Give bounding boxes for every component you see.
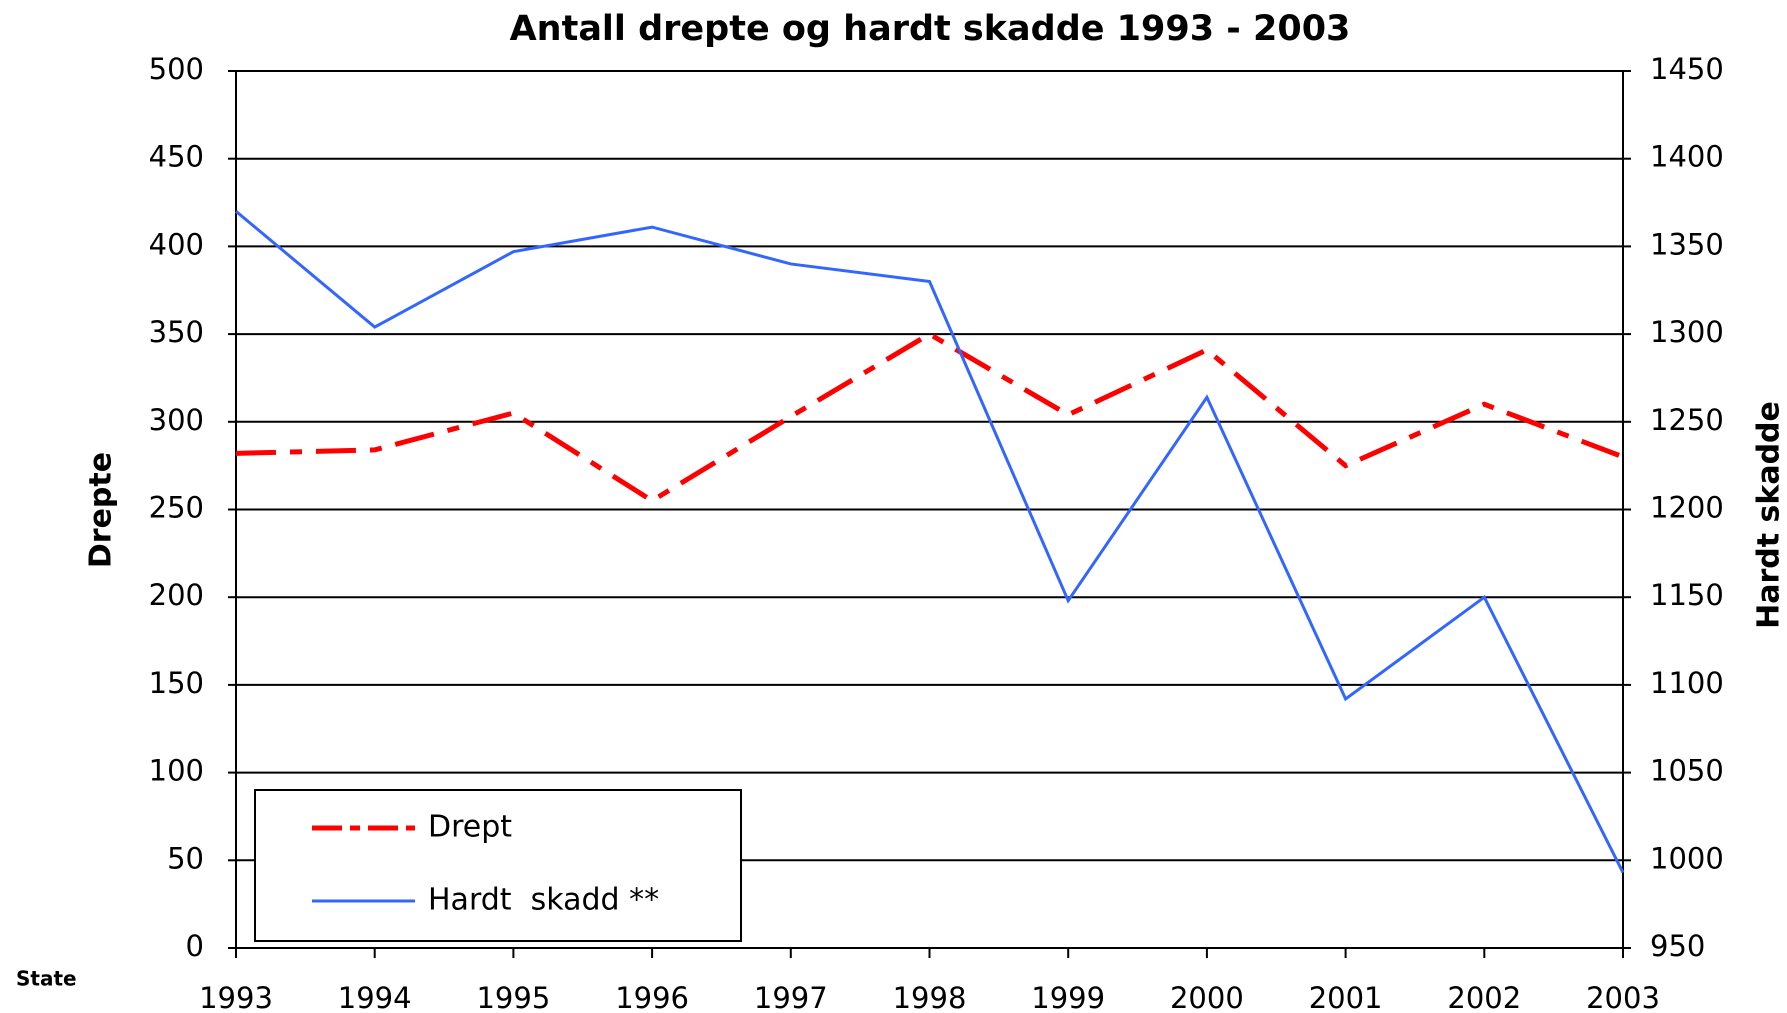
y2-tick-label: 1350 xyxy=(1650,227,1724,261)
y-tick-label: 100 xyxy=(149,754,204,788)
y-tick-label: 300 xyxy=(149,403,204,437)
y2-tick-label: 1400 xyxy=(1650,140,1724,174)
y-tick-label: 500 xyxy=(149,52,204,86)
y2-axis-label: Hardt skadde xyxy=(1752,401,1787,629)
x-tick-label: 1995 xyxy=(476,981,550,1013)
y2-tick-label: 1300 xyxy=(1650,315,1724,349)
y2-tick-label: 1200 xyxy=(1650,491,1724,525)
series-line xyxy=(235,210,1625,874)
y2-tick-label: 1150 xyxy=(1650,578,1724,612)
x-tick-label: 2003 xyxy=(1586,981,1660,1013)
x-tick-label: 1993 xyxy=(199,981,273,1013)
y2-tick-label: 1000 xyxy=(1650,841,1724,875)
legend-label: Drept xyxy=(428,810,512,845)
x-tick-label: 2000 xyxy=(1170,981,1244,1013)
x-tick-label: 1996 xyxy=(615,981,689,1013)
y2-tick-label: 1250 xyxy=(1650,403,1724,437)
x-tick-label: 2001 xyxy=(1309,981,1383,1013)
y-tick-label: 50 xyxy=(167,841,204,875)
y-tick-label: 400 xyxy=(149,227,204,261)
y-tick-label: 150 xyxy=(149,666,204,700)
x-tick-label: 2002 xyxy=(1447,981,1521,1013)
y-tick-label: 0 xyxy=(186,929,204,963)
y-tick-label: 450 xyxy=(149,140,204,174)
legend-label: Hardt skadd ** xyxy=(428,883,659,918)
y2-tick-label: 950 xyxy=(1650,929,1705,963)
legend-box xyxy=(254,789,742,942)
y-tick-label: 250 xyxy=(149,491,204,525)
chart-title: Antall drepte og hardt skadde 1993 - 200… xyxy=(510,9,1351,49)
y-axis-label: Drepte xyxy=(84,452,119,568)
series-line xyxy=(235,331,1624,504)
y-tick-label: 200 xyxy=(149,578,204,612)
y-tick-label: 350 xyxy=(149,315,204,349)
y2-tick-label: 1050 xyxy=(1650,754,1724,788)
x-tick-label: 1998 xyxy=(893,981,967,1013)
x-tick-label: 1994 xyxy=(338,981,412,1013)
source-note: State xyxy=(16,967,77,991)
x-tick-label: 1997 xyxy=(754,981,828,1013)
y2-tick-label: 1100 xyxy=(1650,666,1724,700)
x-tick-label: 1999 xyxy=(1031,981,1105,1013)
y2-tick-label: 1450 xyxy=(1650,52,1724,86)
